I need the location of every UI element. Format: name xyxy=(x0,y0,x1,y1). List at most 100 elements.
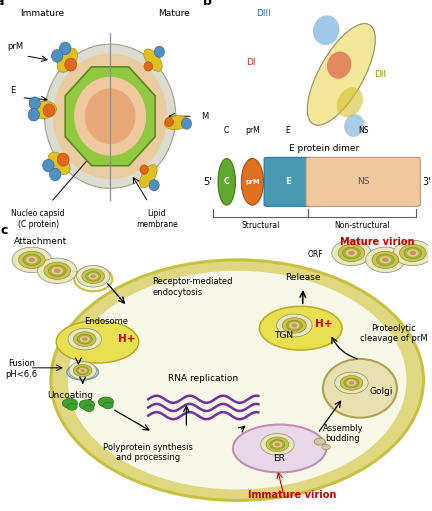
Polygon shape xyxy=(65,67,155,166)
Circle shape xyxy=(144,62,152,71)
Circle shape xyxy=(149,180,159,191)
Circle shape xyxy=(98,397,114,407)
Circle shape xyxy=(340,376,363,390)
Text: H+: H+ xyxy=(118,334,136,344)
Text: prM: prM xyxy=(7,42,23,51)
Circle shape xyxy=(90,274,96,278)
Text: Proteolytic
cleavage of prM: Proteolytic cleavage of prM xyxy=(360,324,428,343)
Circle shape xyxy=(38,258,77,284)
Circle shape xyxy=(69,362,96,380)
Circle shape xyxy=(343,247,360,259)
Ellipse shape xyxy=(140,165,157,188)
Ellipse shape xyxy=(56,321,139,363)
Circle shape xyxy=(380,256,391,264)
FancyBboxPatch shape xyxy=(306,157,420,206)
Circle shape xyxy=(266,437,289,452)
Circle shape xyxy=(12,247,51,272)
Ellipse shape xyxy=(31,101,57,119)
Text: ORF: ORF xyxy=(308,250,323,259)
Circle shape xyxy=(404,247,422,259)
Text: Mature: Mature xyxy=(158,9,190,18)
Ellipse shape xyxy=(313,15,340,45)
Ellipse shape xyxy=(51,260,423,500)
Text: TGN: TGN xyxy=(274,331,293,339)
Text: Structural: Structural xyxy=(241,221,280,230)
Text: 5': 5' xyxy=(203,177,212,187)
Text: Nucleo capsid
(C protein): Nucleo capsid (C protein) xyxy=(11,210,65,228)
Text: Lipid
membrane: Lipid membrane xyxy=(136,210,178,228)
Circle shape xyxy=(270,439,285,449)
Circle shape xyxy=(80,369,85,372)
Circle shape xyxy=(275,443,280,446)
Ellipse shape xyxy=(67,364,98,380)
Text: prM: prM xyxy=(245,179,260,185)
Text: Release: Release xyxy=(285,273,321,282)
Circle shape xyxy=(77,334,92,344)
Ellipse shape xyxy=(74,267,112,291)
Circle shape xyxy=(291,323,297,328)
Circle shape xyxy=(286,320,302,331)
Text: Golgi: Golgi xyxy=(369,386,393,396)
Circle shape xyxy=(85,88,136,144)
Ellipse shape xyxy=(344,114,364,137)
Circle shape xyxy=(76,366,89,375)
Circle shape xyxy=(82,269,105,284)
Circle shape xyxy=(43,159,54,172)
Text: ER: ER xyxy=(273,454,286,462)
Circle shape xyxy=(344,378,359,388)
Ellipse shape xyxy=(165,115,189,130)
Text: RNA replication: RNA replication xyxy=(168,374,238,383)
Circle shape xyxy=(80,336,89,342)
Text: Immature virion: Immature virion xyxy=(248,491,337,500)
Text: E: E xyxy=(285,177,291,187)
Circle shape xyxy=(44,262,70,280)
Text: Assembly
budding: Assembly budding xyxy=(323,424,363,443)
Circle shape xyxy=(346,380,356,386)
Circle shape xyxy=(400,244,426,262)
Circle shape xyxy=(314,438,325,445)
Circle shape xyxy=(349,381,354,385)
Circle shape xyxy=(26,256,38,264)
Text: Fusion
pH<6.6: Fusion pH<6.6 xyxy=(5,360,37,379)
Ellipse shape xyxy=(144,49,162,72)
Circle shape xyxy=(382,258,389,262)
Circle shape xyxy=(50,168,61,181)
Ellipse shape xyxy=(48,152,70,175)
Circle shape xyxy=(260,433,294,455)
Text: DII: DII xyxy=(374,69,386,79)
Circle shape xyxy=(29,97,41,109)
Circle shape xyxy=(57,153,69,166)
Circle shape xyxy=(53,54,167,179)
Circle shape xyxy=(181,118,191,129)
Circle shape xyxy=(48,265,66,276)
Text: c: c xyxy=(0,224,7,237)
Text: M: M xyxy=(201,112,208,121)
Circle shape xyxy=(165,118,173,127)
Text: Uncoating: Uncoating xyxy=(47,391,93,400)
Circle shape xyxy=(393,240,432,266)
Circle shape xyxy=(79,400,95,410)
Circle shape xyxy=(103,402,113,409)
Ellipse shape xyxy=(68,271,407,490)
Circle shape xyxy=(73,364,92,377)
Text: Non-structural: Non-structural xyxy=(334,221,390,230)
Circle shape xyxy=(44,44,176,189)
Circle shape xyxy=(51,267,63,274)
Circle shape xyxy=(154,46,165,57)
Ellipse shape xyxy=(241,158,264,205)
Circle shape xyxy=(365,247,405,272)
Text: E: E xyxy=(286,126,290,135)
Text: b: b xyxy=(203,0,212,8)
Circle shape xyxy=(54,269,60,273)
Text: E protein dimer: E protein dimer xyxy=(289,144,359,153)
Circle shape xyxy=(60,42,71,55)
Circle shape xyxy=(86,271,101,281)
Text: H+: H+ xyxy=(315,319,333,329)
Circle shape xyxy=(51,50,63,62)
Circle shape xyxy=(346,249,357,257)
Ellipse shape xyxy=(337,87,363,118)
Text: Endosome: Endosome xyxy=(84,317,128,326)
Circle shape xyxy=(348,251,355,255)
Circle shape xyxy=(335,372,368,393)
Circle shape xyxy=(407,249,419,257)
